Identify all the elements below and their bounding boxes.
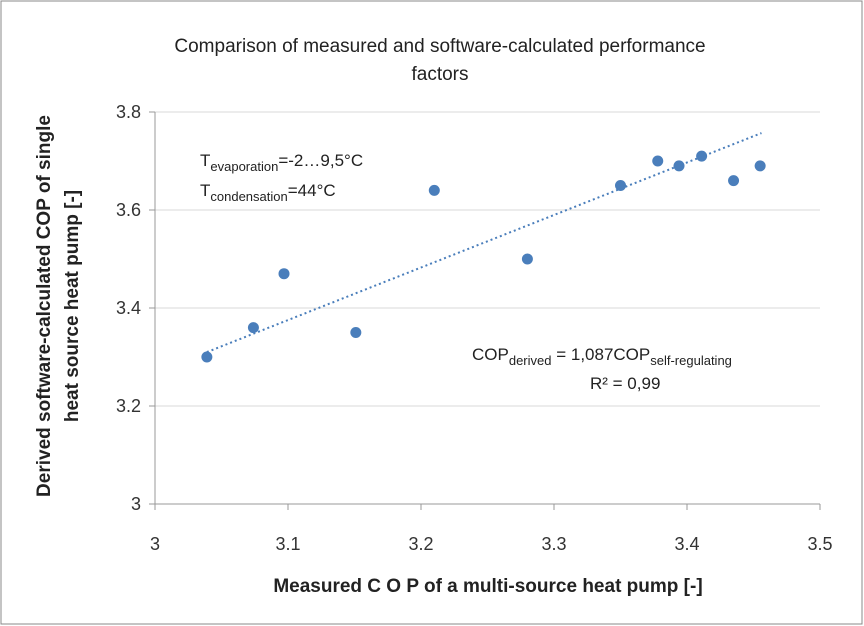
annotation-text: T [200,181,210,200]
annotation: Tevaporation=-2…9,5°C [200,151,363,174]
annotation-subscript: self-regulating [650,353,732,368]
annotation-subscript: derived [509,353,552,368]
y-axis-label: Derived software-calculated COP of singl… [34,115,83,497]
chart-title: factors [411,64,468,85]
x-tick-label: 3.2 [408,534,433,554]
scatter-point [652,155,664,167]
annotation-text: =44°C [288,181,336,200]
scatter-point [673,160,685,172]
x-tick-label: 3.5 [807,534,832,554]
scatter-point [201,351,213,363]
x-axis-label: Measured C O P of a multi-source heat pu… [273,576,702,597]
scatter-point [754,160,766,172]
y-tick-label: 3.6 [116,200,141,220]
annotation-text: COP [472,345,509,364]
annotation-text: = 1,087COP [551,345,650,364]
annotation: COPderived = 1,087COPself-regulating [472,345,732,368]
y-tick-label: 3.2 [116,396,141,416]
annotation-subscript: evaporation [210,159,278,174]
y-tick-label: 3.4 [116,298,141,318]
annotation-text: =-2…9,5°C [278,151,363,170]
scatter-point [278,268,290,280]
x-tick-label: 3.4 [674,534,699,554]
scatter-point [696,150,708,162]
scatter-point [728,175,740,187]
y-axis-label-line: heat source heat pump [-] [62,190,83,422]
annotation-text: T [200,151,210,170]
annotation: R² = 0,99 [590,374,660,393]
x-tick-label: 3.1 [275,534,300,554]
y-tick-label: 3.8 [116,102,141,122]
y-axis-label-line: Derived software-calculated COP of singl… [34,115,55,497]
annotation: Tcondensation=44°C [200,181,336,204]
scatter-point [615,180,626,191]
x-tick-label: 3 [150,534,160,554]
scatter-point [350,327,362,338]
annotation-subscript: condensation [210,189,287,204]
chart-title: Comparison of measured and software-calc… [174,36,705,57]
scatter-point [521,253,533,265]
annotation-text: R² = 0,99 [590,374,660,393]
trendline [206,132,762,354]
x-tick-label: 3.3 [541,534,566,554]
scatter-point [247,322,259,334]
scatter-point [428,184,440,196]
y-tick-label: 3 [131,494,141,514]
